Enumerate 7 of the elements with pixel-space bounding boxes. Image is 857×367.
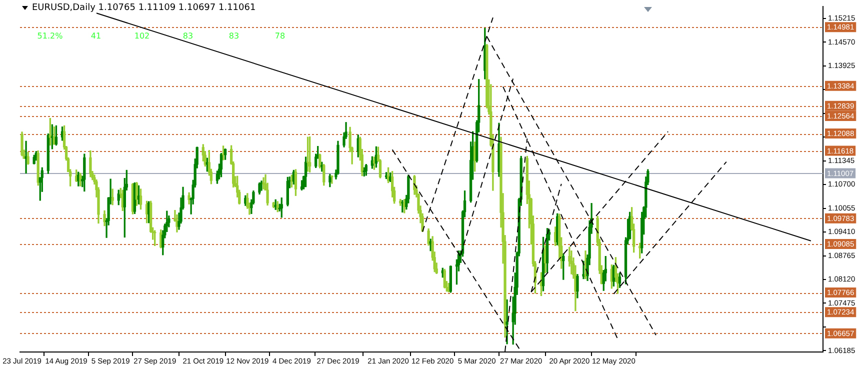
annotation: 51.2% [37, 32, 64, 41]
annotation: 78 [274, 32, 286, 41]
chart-title: EURUSD,Daily 1.10765 1.11109 1.10697 1.11061 [32, 3, 256, 13]
annotation: 41 [90, 32, 102, 41]
annotation: 83 [228, 32, 240, 41]
annotation: 83 [182, 32, 194, 41]
annotation: 102 [134, 32, 150, 41]
